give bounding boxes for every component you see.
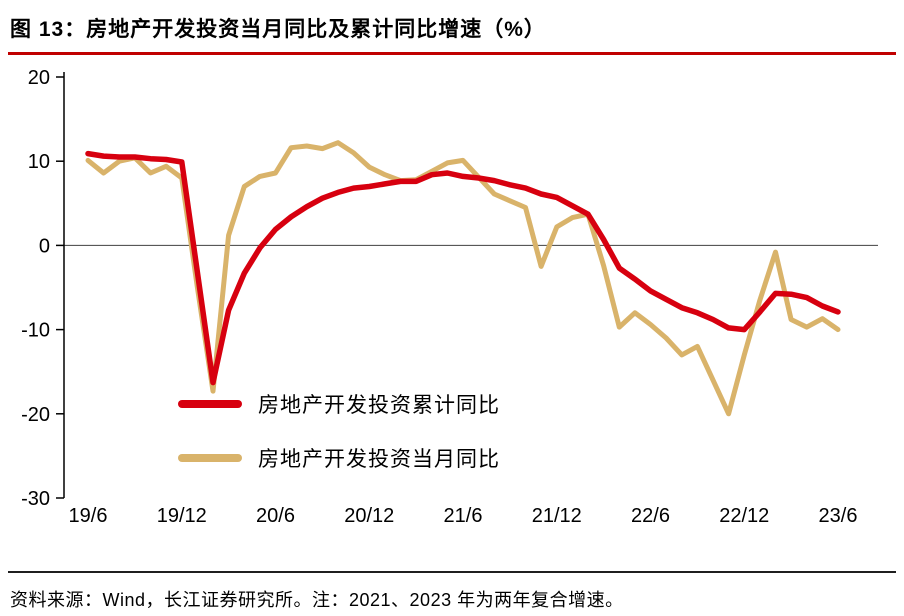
- x-axis-label: 22/12: [719, 505, 769, 525]
- source-note: 资料来源：Wind，长江证券研究所。注：2021、2023 年为两年复合增速。: [10, 590, 624, 610]
- x-axis-label: 20/12: [344, 505, 394, 525]
- y-axis-label: -10: [21, 320, 50, 342]
- figure-title: 图 13：房地产开发投资当月同比及累计同比增速（%）: [10, 18, 546, 41]
- legend-label-cumulative: 房地产开发投资累计同比: [258, 394, 500, 417]
- legend-line-swatch-cumulative: [178, 400, 242, 408]
- chart-canvas: 20 10 0 -10 -20 -30 19/6 19/12 20/6 20/12 21/6 21/1…: [21, 67, 878, 525]
- title-divider-rule: [8, 52, 896, 55]
- chart-area: 20 10 0 -10 -20 -30 19/6 19/12 20/6 20/12 21/6 21/1…: [0, 55, 904, 525]
- legend-item-cumulative: 房地产开发投资累计同比: [178, 389, 500, 419]
- x-axis-label: 22/6: [631, 505, 670, 525]
- legend-label-monthly: 房地产开发投资当月同比: [258, 448, 500, 471]
- y-axis-label: -30: [21, 488, 50, 510]
- y-axis-label: 0: [39, 235, 50, 257]
- y-axis-label: 20: [28, 67, 50, 89]
- series-line-monthly: [85, 140, 841, 417]
- x-axis-label: 23/6: [819, 505, 858, 525]
- x-axis-label: 21/12: [532, 505, 582, 525]
- legend-line-swatch-monthly: [178, 454, 242, 462]
- x-axis-label: 21/6: [444, 505, 483, 525]
- x-axis-label: 20/6: [256, 505, 295, 525]
- y-axis-label: 10: [28, 151, 50, 173]
- x-axis-label: 19/6: [69, 505, 108, 525]
- legend-item-monthly: 房地产开发投资当月同比: [178, 443, 500, 473]
- x-axis-label: 19/12: [157, 505, 207, 525]
- y-axis-label: -20: [21, 404, 50, 426]
- chart-legend: 房地产开发投资累计同比 房地产开发投资当月同比: [178, 389, 500, 497]
- series-line-cumulative: [85, 150, 841, 386]
- footer-divider-rule: [8, 571, 896, 573]
